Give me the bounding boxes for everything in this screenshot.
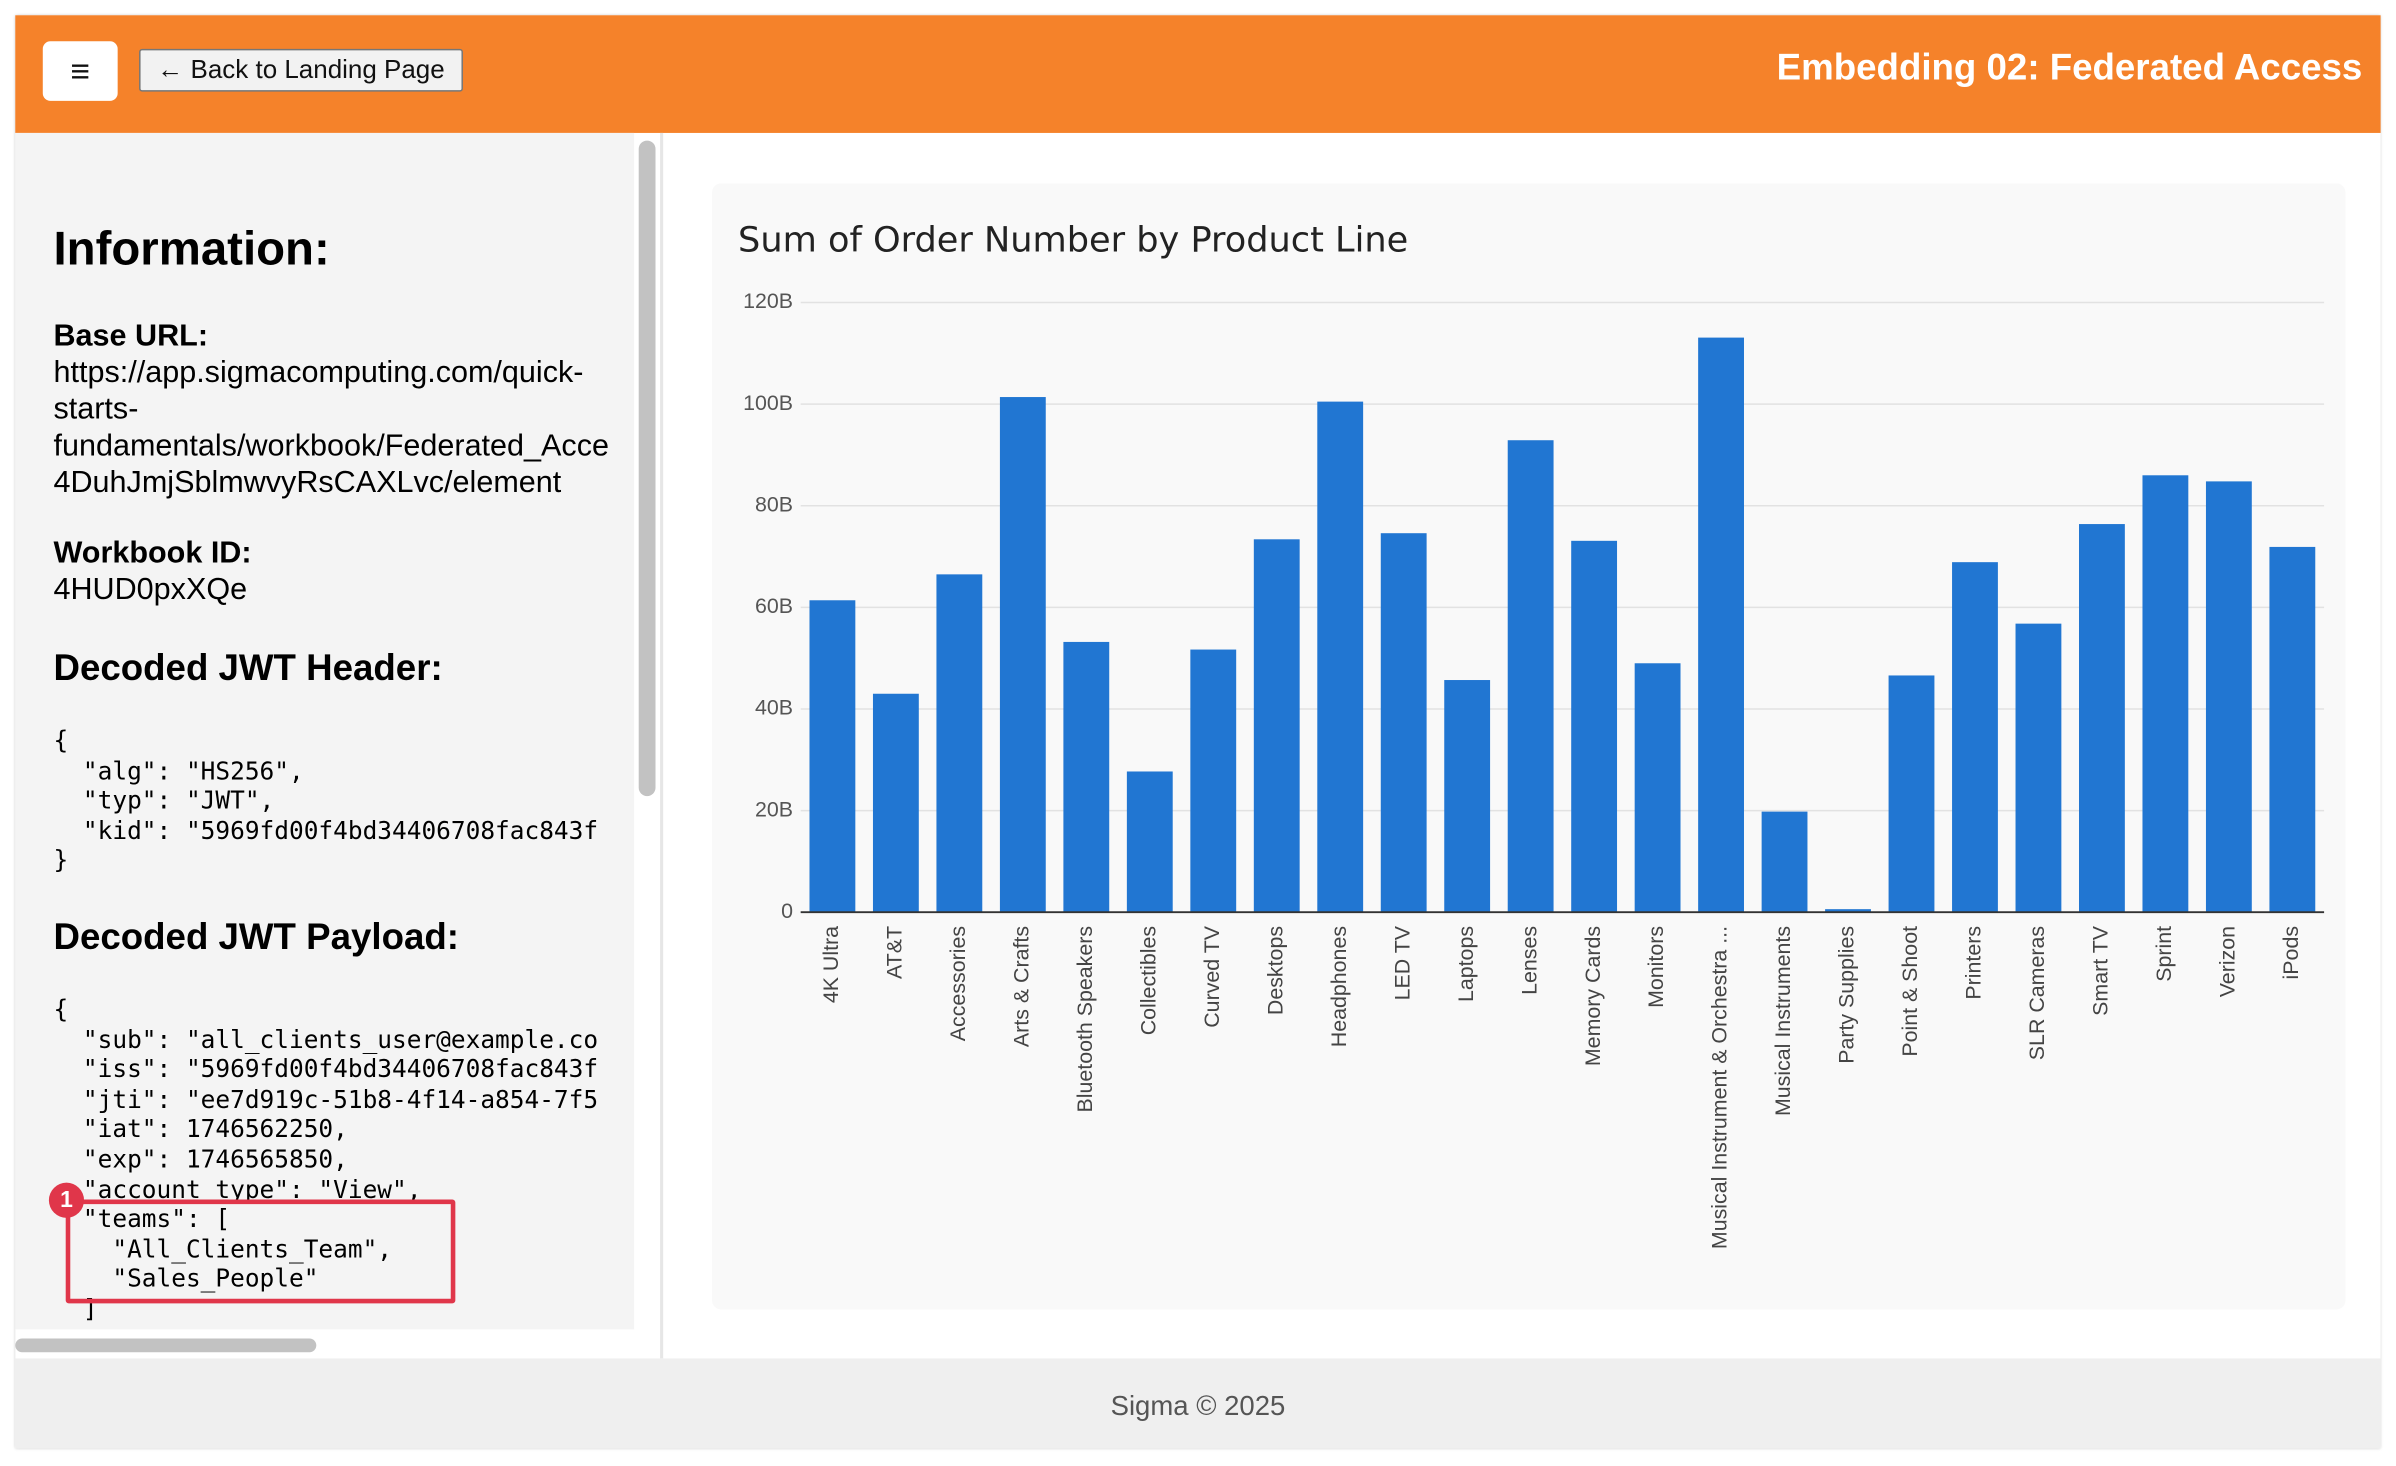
x-tick-label: Point & Shoot [1898,926,1922,1057]
base-url-label: Base URL: [53,319,209,353]
text-line: "kid": "5969fd00f4bd34406708fac843f [53,815,599,845]
bar [1698,337,1744,913]
divider [660,132,664,1359]
scrollbar[interactable] [638,140,656,797]
text-line: "sub": "all_clients_user@example.co [53,1024,599,1054]
x-tick-label: Collectibles [1136,926,1160,1035]
y-tick-label: 120B [743,289,793,313]
x-tick-label: Laptops [1454,926,1478,1002]
x-tick-label: Monitors [1644,926,1668,1008]
highlight-box [65,1199,456,1304]
text-line: "teams": [ [53,1204,231,1234]
y-tick-label: 100B [743,391,793,415]
text-line: } [53,845,69,875]
bar [809,600,856,913]
x-tick-label: Headphones [1327,926,1351,1047]
chart: Sum of Order Number by Product Line 0 20B… [738,219,2325,1249]
annotation-badge: 1 [48,1182,85,1218]
footer: Sigma © 2025 [15,1358,2381,1449]
menu-button[interactable]: ≡ [42,41,118,101]
jwt-header: { "alg": "HS256", "typ": "JWT", "kid": "… [53,726,598,876]
bar [1952,562,1998,913]
chart-title: Sum of Order Number by Product Line [738,219,1408,260]
text-line: { [53,994,69,1024]
x-tick-label: LED TV [1390,925,1414,1000]
x-tick-label: Arts & Crafts [1009,926,1033,1047]
text-line: 4DuhJmjSblmwvyRsCAXLvc/element [53,466,562,500]
bar [936,574,983,913]
x-tick-label: SLR Cameras [2025,926,2049,1060]
bar [2205,481,2252,913]
jwt-payload: { "sub": "all_clients_user@example.co "i… [53,995,598,1324]
jwt-header-heading: Decoded JWT Header: [53,647,443,690]
text-line: "exp": 1746565850, [53,1144,348,1174]
bar [872,693,919,913]
bar [1444,680,1491,913]
text-line: "iss": "5969fd00f4bd34406708fac843f [53,1054,599,1084]
bar [1888,675,1935,913]
text-line: { [53,725,69,755]
y-tick-label: 0 [781,899,793,923]
text-line: fundamentals/workbook/Federated_Acce [53,429,609,463]
x-tick-label: Desktops [1263,926,1287,1015]
bar [1190,649,1237,913]
workbook-id-label: Workbook ID: [53,536,252,570]
x-tick-label: 4K Ultra [819,926,843,1003]
x-tick-label: Bluetooth Speakers [1073,926,1097,1113]
x-tick-label: Memory Cards [1581,926,1605,1066]
bar [1317,401,1364,913]
x-tick-label: Printers [1962,926,1986,1000]
x-tick-label: Musical Instruments [1771,926,1795,1116]
text-line: "alg": "HS256", [53,755,304,785]
text-line: "Sales_People" [53,1264,319,1294]
bar [2142,475,2189,913]
x-tick-label: Lenses [1517,926,1541,995]
bar [1063,641,1110,913]
text-line: "typ": "JWT", [53,785,275,815]
back-button[interactable]: ← Back to Landing Page [139,48,463,92]
bar [999,397,1046,913]
bar [1571,540,1618,913]
bar [2079,524,2125,913]
page-title: Embedding 02: Federated Access [1776,47,2363,89]
base-url: https://app.sigmacomputing.com/quick-sta… [53,354,608,501]
x-tick-label: Smart TV [2089,925,2113,1016]
x-tick-label: Curved TV [1200,925,1224,1028]
bar [1507,440,1554,913]
scrollbar[interactable] [15,1338,317,1353]
y-tick-label: 20B [755,797,793,821]
bar [1126,771,1173,913]
sidebar-heading: Information: [53,221,330,276]
y-tick-label: 80B [755,492,793,516]
x-tick-label: Musical Instrument & Orchestra ... [1708,926,1732,1249]
x-tick-label: AT&T [883,926,907,979]
bar [1380,533,1427,913]
text-line: "account_type": "View", [53,1174,422,1204]
chart-card: Sum of Order Number by Product Line 0 20B… [712,183,2346,1310]
text-line: starts- [53,392,139,427]
bar [1253,539,1300,913]
y-tick-label: 60B [755,594,793,618]
text-line: "jti": "ee7d919c-51b8-4f14-a854-7f5 [53,1084,599,1114]
x-tick-label: Sprint [2152,926,2176,982]
x-tick-label: Verizon [2216,926,2240,997]
text-line: "iat": 1746562250, [53,1114,348,1144]
x-tick-label: iPods [2279,926,2303,979]
bar [2015,623,2062,913]
bar [1634,663,1681,913]
bar [2269,546,2316,913]
bar [1825,909,1871,913]
workbook-id: 4HUD0pxXQe [53,573,248,607]
jwt-payload-heading: Decoded JWT Payload: [53,916,459,959]
text-line: "All_Clients_Team", [53,1234,393,1264]
x-tick-label: Party Supplies [1835,926,1859,1064]
y-tick-label: 40B [755,696,793,720]
text-line: https://app.sigmacomputing.com/quick- [53,356,584,390]
sidebar: Information: Base URL: https://app.sigma… [15,132,635,1330]
x-tick-label: Accessories [946,926,970,1041]
bar [1761,811,1808,913]
